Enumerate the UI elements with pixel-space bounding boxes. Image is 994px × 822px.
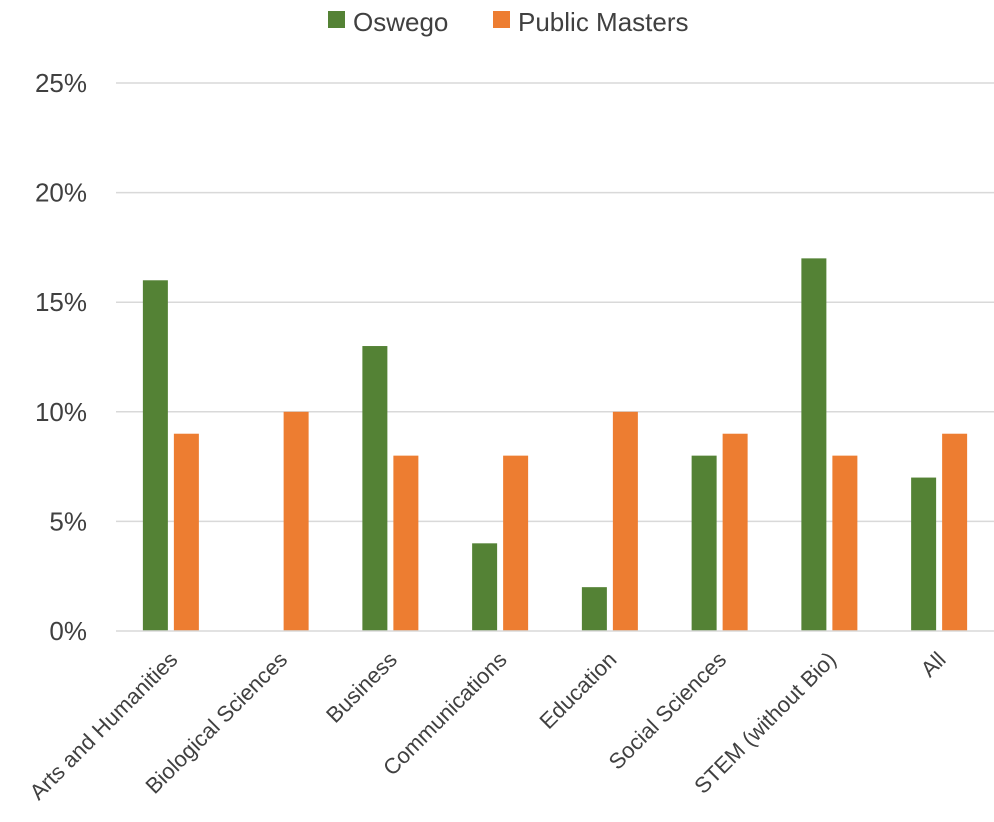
y-tick-label: 15%: [35, 287, 87, 317]
bar-public-masters-communications: [503, 455, 529, 631]
bar-public-masters-biological-sciences: [283, 411, 309, 631]
bars: [142, 258, 968, 631]
bar-oswego-communications: [472, 543, 498, 631]
bar-oswego-business: [362, 346, 388, 631]
legend-swatch-oswego: [328, 11, 345, 28]
x-tick-label-social-sciences: Social Sciences: [604, 647, 732, 775]
bar-public-masters-all: [942, 433, 968, 631]
bar-oswego-social-sciences: [691, 455, 717, 631]
legend-label-public-masters: Public Masters: [518, 7, 689, 37]
legend-swatch-public-masters: [493, 11, 510, 28]
bar-oswego-education: [581, 587, 607, 631]
x-tick-label-all: All: [916, 647, 951, 682]
gridlines: [116, 82, 994, 523]
y-tick-label: 20%: [35, 178, 87, 208]
bar-public-masters-social-sciences: [722, 433, 748, 631]
bar-public-masters-business: [393, 455, 419, 631]
bar-public-masters-stem-without-bio: [832, 455, 858, 631]
x-tick-label-business: Business: [321, 647, 402, 728]
bar-oswego-all: [911, 477, 937, 631]
y-axis-tick-labels: 0% 5% 10% 15% 20% 25%: [35, 68, 87, 646]
bar-oswego-arts-and-humanities: [142, 280, 168, 631]
y-tick-label: 5%: [49, 506, 87, 536]
legend-label-oswego: Oswego: [353, 7, 448, 37]
bar-public-masters-arts-and-humanities: [173, 433, 199, 631]
x-tick-label-education: Education: [535, 647, 622, 734]
bar-public-masters-education: [612, 411, 638, 631]
y-tick-label: 10%: [35, 397, 87, 427]
y-tick-label: 25%: [35, 68, 87, 98]
bar-oswego-stem-without-bio: [801, 258, 827, 631]
legend: Oswego Public Masters: [328, 7, 689, 37]
y-tick-label: 0%: [49, 616, 87, 646]
